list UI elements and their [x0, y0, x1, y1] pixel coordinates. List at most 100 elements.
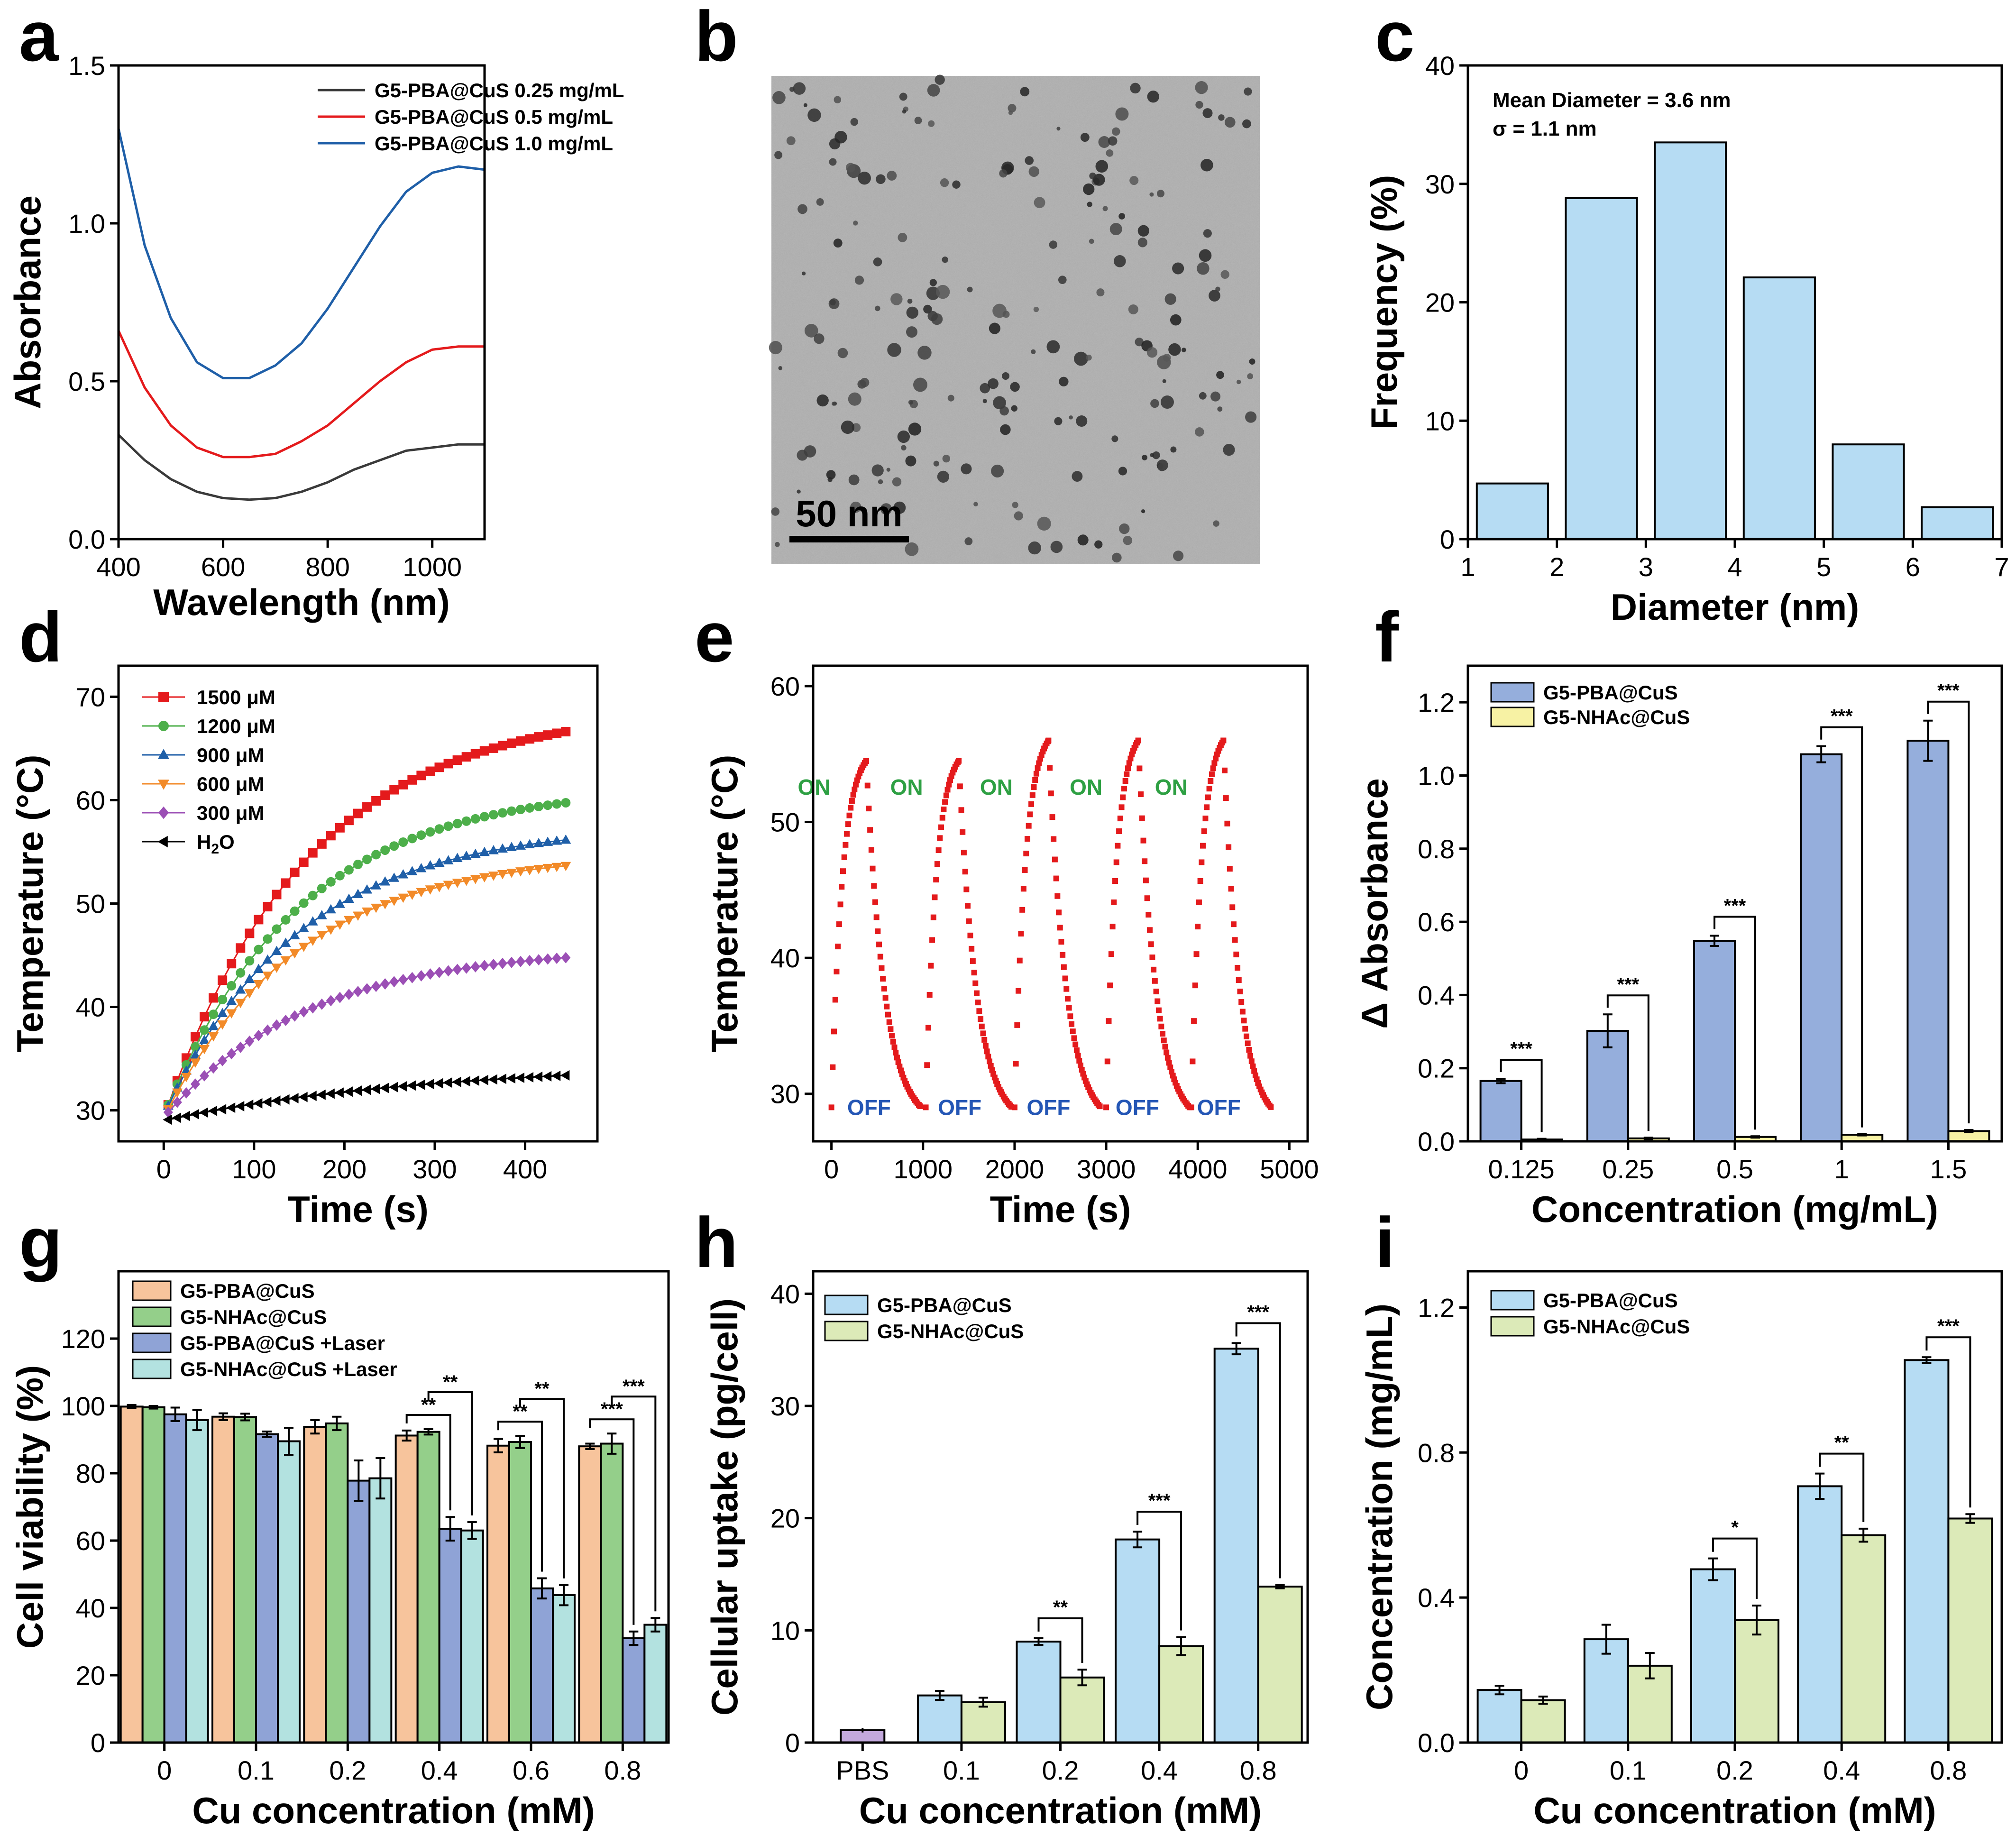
data-point — [470, 961, 480, 973]
x-tick-label: 200 — [322, 1154, 367, 1184]
nanoparticle — [1123, 535, 1133, 545]
data-point — [1239, 1009, 1246, 1015]
legend-swatch — [824, 1294, 869, 1315]
data-point — [1033, 771, 1039, 777]
significance-bracket — [1819, 1452, 1865, 1522]
x-tick-label: 0.4 — [1823, 1755, 1860, 1785]
significance-bracket — [1500, 1059, 1543, 1132]
nanoparticle — [1203, 229, 1212, 238]
nanoparticle — [848, 392, 861, 406]
x-tick-label: 0.1 — [238, 1755, 275, 1785]
data-point — [1045, 737, 1052, 744]
x-tick-label: 4000 — [1168, 1154, 1228, 1184]
y-axis-label: Frequency (%) — [1363, 175, 1405, 430]
data-point — [217, 1104, 227, 1115]
data-point — [1268, 1104, 1274, 1110]
data-point — [534, 732, 544, 742]
data-point — [425, 860, 436, 870]
legend-label: 600 μM — [197, 773, 264, 795]
data-point — [944, 787, 951, 793]
data-point — [506, 842, 517, 851]
bar — [347, 1479, 371, 1744]
on-label: ON — [890, 775, 923, 799]
data-point — [1026, 823, 1032, 829]
data-point — [416, 830, 426, 840]
data-point — [452, 964, 462, 975]
data-point — [560, 834, 571, 844]
data-point — [317, 839, 327, 849]
data-point — [443, 759, 453, 769]
data-point — [325, 1088, 335, 1099]
nanoparticle — [1160, 395, 1174, 409]
nanoparticle — [1093, 174, 1105, 186]
legend-label: 300 μM — [197, 802, 264, 824]
bar — [530, 1587, 554, 1744]
data-point — [334, 920, 345, 930]
nanoparticle — [1118, 467, 1127, 476]
y-tick-label: 20 — [1425, 288, 1455, 318]
data-point — [1148, 941, 1154, 947]
legend-swatch — [132, 1306, 172, 1327]
nanoparticle — [804, 324, 818, 338]
x-tick-label: 0.2 — [1042, 1755, 1079, 1785]
data-point — [199, 1045, 210, 1055]
data-point — [298, 943, 309, 952]
data-point — [1232, 937, 1238, 943]
data-point — [1054, 893, 1061, 899]
data-point — [863, 758, 870, 764]
data-point — [534, 954, 544, 966]
panel-label-i: i — [1375, 1202, 1395, 1282]
data-point — [362, 907, 373, 917]
y-axis-label: Cell viability (%) — [9, 1365, 51, 1649]
nanoparticle — [1236, 379, 1241, 385]
data-point — [289, 1093, 299, 1104]
nanoparticle — [878, 479, 883, 485]
y-tick-label: 60 — [770, 671, 800, 701]
data-point — [1224, 820, 1230, 826]
data-point — [872, 899, 878, 905]
data-point — [844, 831, 850, 837]
data-point — [551, 863, 562, 872]
data-point — [917, 1103, 923, 1109]
data-point — [1247, 1053, 1254, 1059]
nanoparticle — [797, 204, 807, 214]
y-tick-label: 100 — [61, 1391, 105, 1421]
nanoparticle — [1128, 304, 1138, 314]
data-point — [362, 884, 373, 894]
nanoparticle — [1002, 311, 1010, 318]
data-point — [560, 1070, 570, 1081]
data-point — [881, 986, 887, 992]
data-point — [882, 995, 889, 1001]
bar — [1841, 1534, 1887, 1744]
data-point — [969, 945, 975, 952]
data-point — [226, 1102, 236, 1113]
data-point — [380, 876, 391, 886]
data-point — [542, 863, 553, 873]
bar — [163, 1413, 187, 1744]
nanoparticle — [1129, 176, 1139, 185]
data-point — [1126, 760, 1132, 766]
data-point — [172, 1088, 183, 1098]
data-point — [1061, 964, 1067, 970]
nanoparticle — [914, 117, 922, 125]
off-label: OFF — [938, 1095, 981, 1120]
y-tick-label: 30 — [1425, 169, 1455, 199]
nanoparticle — [892, 477, 902, 486]
data-point — [461, 876, 472, 886]
nanoparticle — [907, 298, 913, 304]
panel-label-c: c — [1375, 0, 1414, 76]
nanoparticle — [1054, 417, 1063, 425]
y-tick-label: 10 — [770, 1616, 800, 1645]
data-point — [506, 956, 516, 968]
data-point — [1121, 786, 1127, 792]
nanoparticle — [1197, 262, 1210, 275]
data-point — [263, 902, 273, 912]
legend-marker — [158, 692, 169, 702]
data-point — [326, 877, 336, 887]
x-tick-label: 0.125 — [1488, 1154, 1555, 1184]
data-point — [452, 879, 463, 888]
scale-bar — [789, 536, 909, 542]
legend-label: G5-NHAc@CuS — [180, 1306, 327, 1328]
nanoparticle — [897, 430, 910, 443]
nanoparticle — [890, 293, 903, 305]
